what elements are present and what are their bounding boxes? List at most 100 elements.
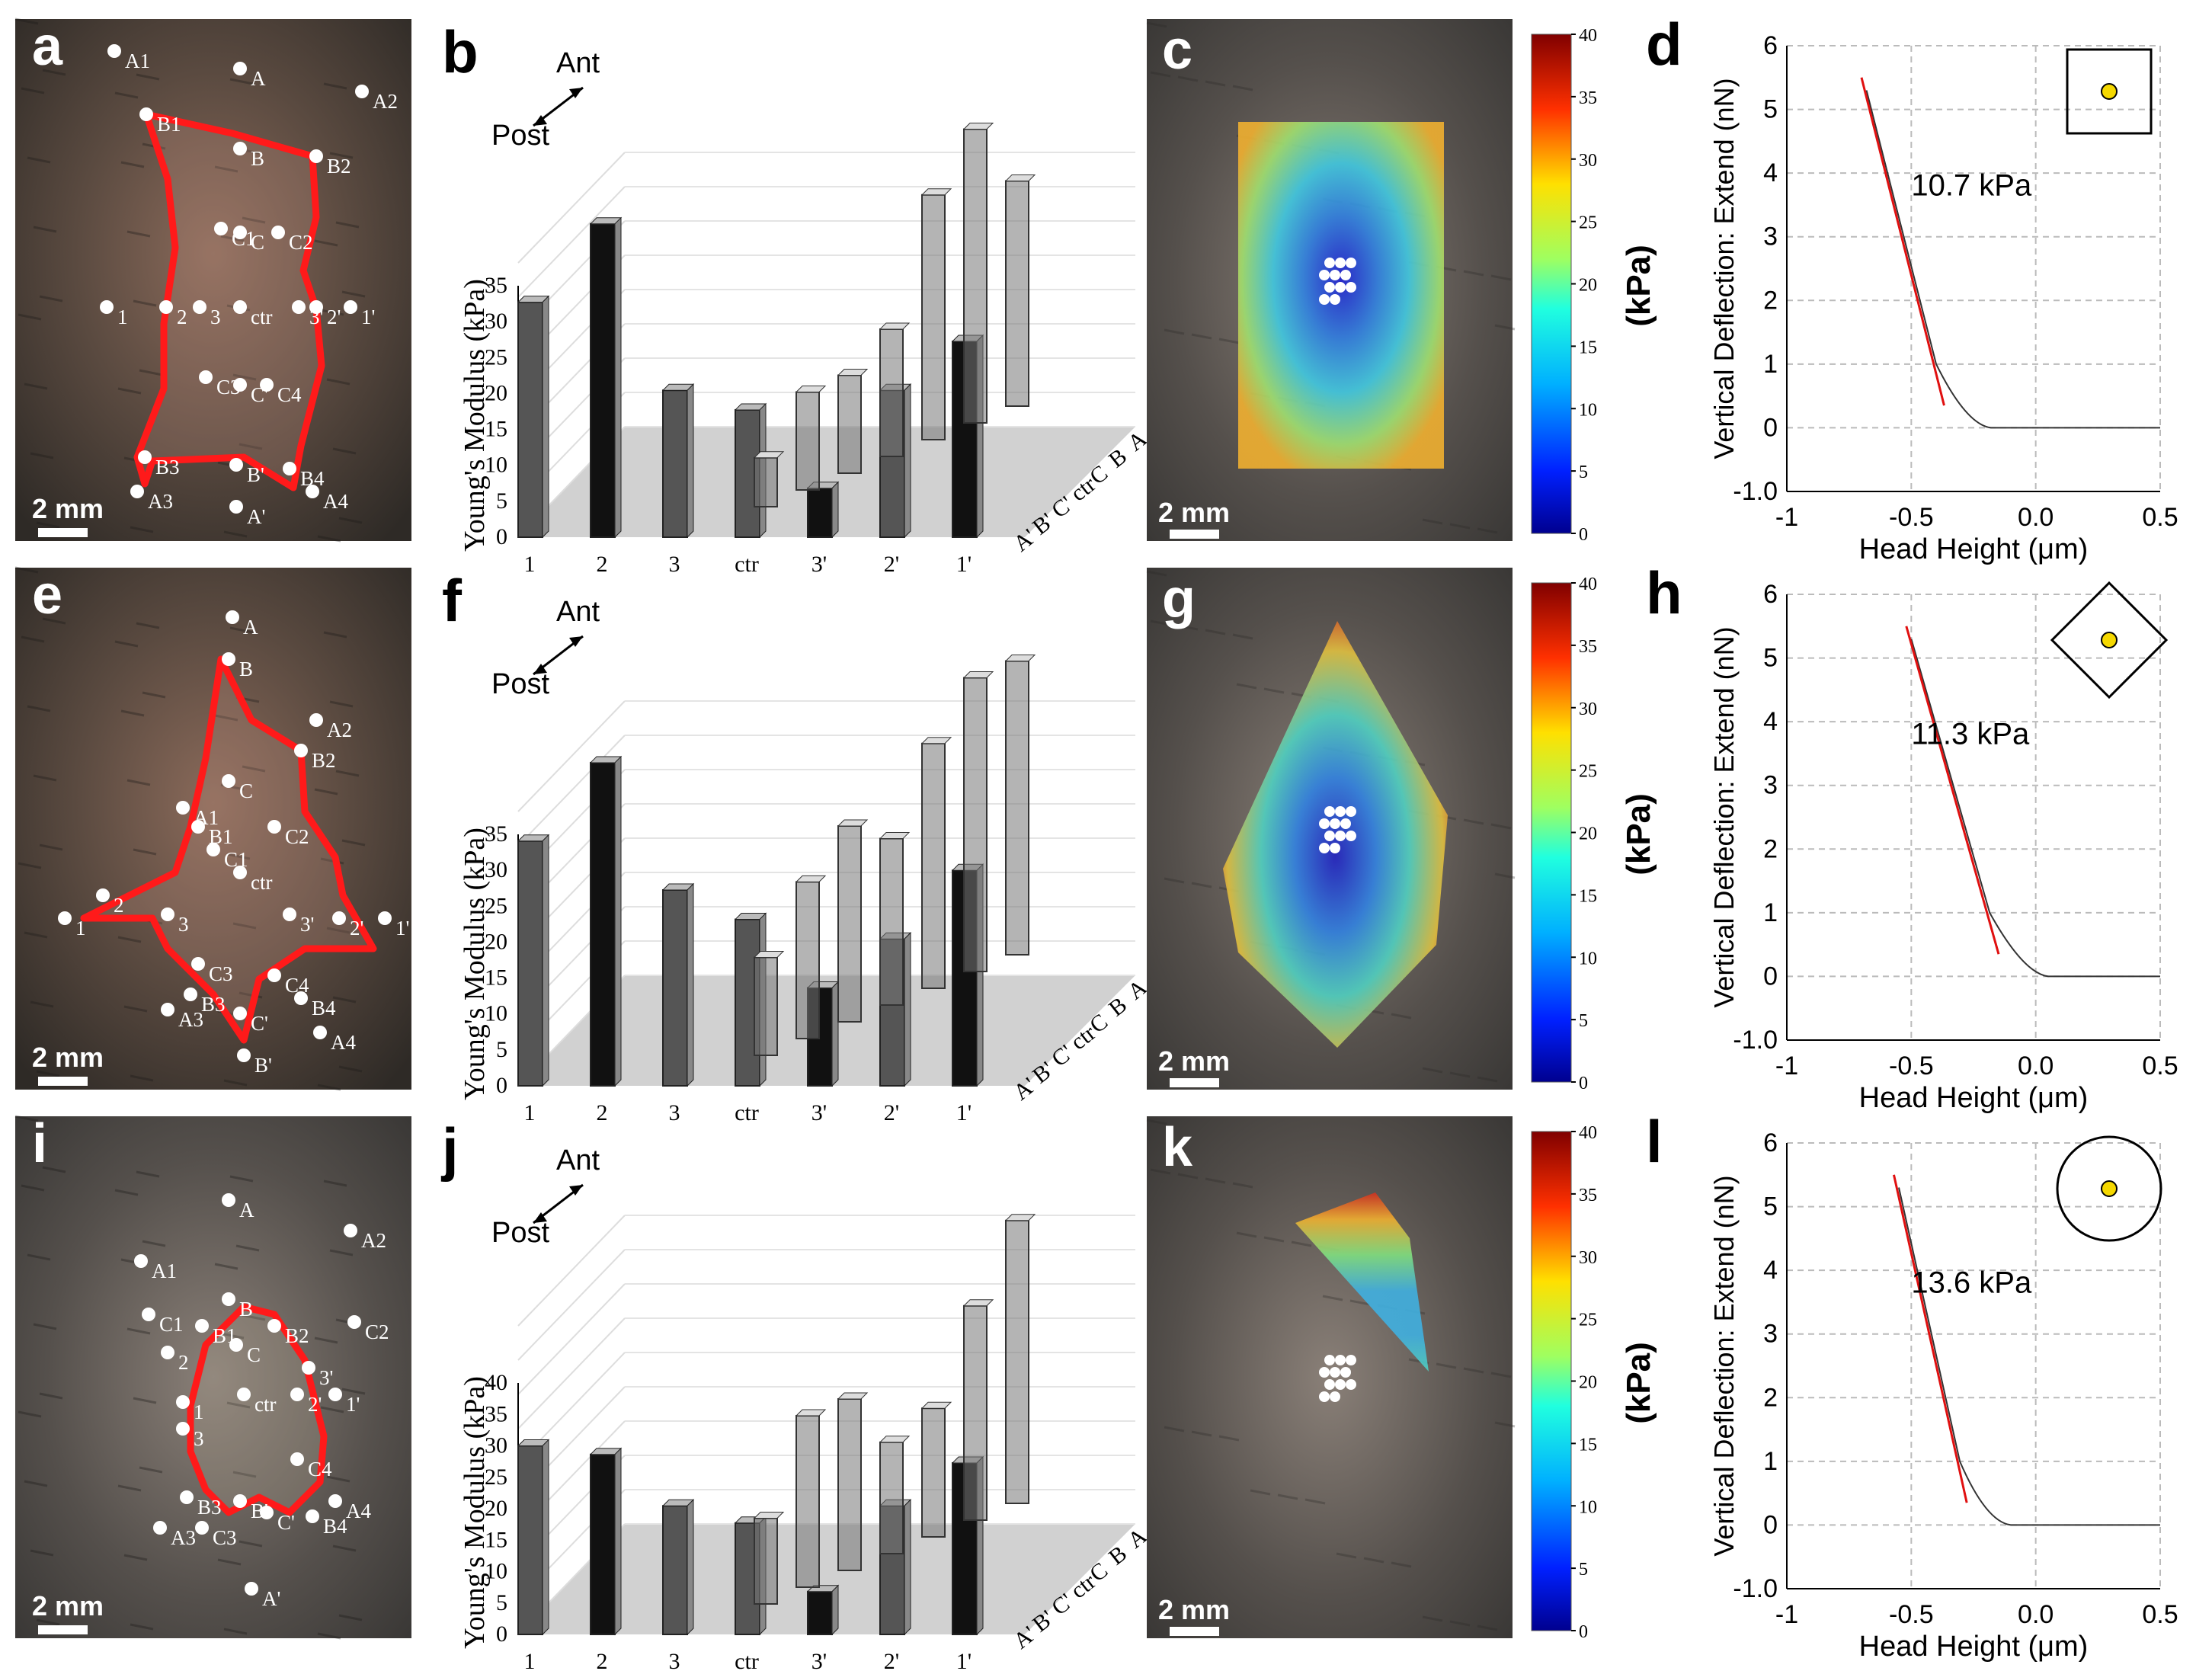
y-tick-label: 30 — [485, 309, 507, 334]
gridline — [517, 1283, 626, 1395]
fur-texture — [232, 1471, 257, 1478]
bar — [879, 328, 904, 458]
indentation-point — [1330, 1367, 1340, 1378]
fur-texture — [235, 1244, 260, 1252]
fur-texture — [142, 1240, 166, 1247]
fur-texture — [1164, 328, 1185, 335]
fur-texture — [139, 1466, 163, 1474]
measurement-point — [180, 1490, 194, 1504]
y-tick-label: 10 — [485, 1001, 507, 1026]
measurement-point-label: 1 — [75, 917, 86, 940]
measurement-point — [306, 1509, 319, 1523]
bar — [921, 1407, 946, 1538]
bar — [662, 389, 688, 538]
bar — [837, 825, 862, 1023]
measurement-point-label: 3 — [194, 1427, 204, 1450]
y-tick-label: 1 — [1763, 1447, 1778, 1476]
y-tick-label: 25 — [485, 1465, 507, 1490]
fur-texture — [1463, 270, 1484, 277]
x-tick-label: 0.5 — [2142, 503, 2178, 532]
indentation-point — [1346, 258, 1356, 268]
scale-bar — [1170, 1078, 1219, 1087]
fur-texture — [229, 78, 254, 85]
bar-top — [795, 386, 827, 392]
indentation-point — [1319, 843, 1330, 853]
measurement-point — [138, 450, 152, 464]
fur-texture — [1164, 1426, 1185, 1433]
bar — [795, 881, 820, 1039]
fur-texture — [329, 152, 354, 159]
colorbar-tick-label: 40 — [1579, 575, 1597, 594]
y-tick-label: 35 — [485, 1401, 507, 1426]
fur-texture — [1490, 274, 1512, 281]
panel-letter: d — [1646, 11, 1682, 78]
bar — [837, 1398, 862, 1571]
bar — [662, 889, 688, 1087]
fur-texture — [242, 216, 266, 224]
fur-texture — [1291, 1240, 1312, 1247]
fur-texture — [317, 1084, 341, 1091]
measurement-point-label: C2 — [285, 825, 309, 848]
measurement-point — [347, 1315, 361, 1329]
panel-letter: j — [440, 1116, 459, 1183]
measurement-point — [233, 1007, 247, 1020]
measurement-point — [283, 462, 296, 475]
colorbar-tick-label: 0 — [1579, 525, 1588, 545]
indentation-point — [1340, 818, 1351, 829]
y-tick-label: 2 — [1763, 834, 1778, 863]
y-tick-label: 5 — [1763, 95, 1778, 124]
fur-texture — [114, 1189, 139, 1196]
colorbar-tick-label: 5 — [1579, 463, 1588, 482]
fur-texture — [27, 156, 51, 164]
ant-label: Ant — [556, 596, 600, 628]
bar-top — [753, 451, 785, 459]
fur-texture — [136, 1170, 160, 1178]
measurement-point-label: B' — [254, 1054, 272, 1077]
fur-texture — [33, 226, 57, 233]
fur-texture — [326, 1475, 351, 1483]
fur-texture — [39, 844, 63, 851]
colorbar-tick-label: 20 — [1579, 276, 1597, 296]
y-tick-label: 4 — [1763, 1256, 1778, 1285]
orientation-arrow-tail — [533, 1212, 547, 1223]
panel-letter: h — [1646, 559, 1682, 626]
measurement-point — [233, 62, 247, 75]
fur-texture — [117, 387, 142, 395]
bar — [754, 956, 778, 1056]
y-tick-label: 20 — [485, 929, 507, 954]
fur-texture — [39, 1392, 63, 1400]
x-tick-label: -0.5 — [1889, 1052, 1934, 1080]
measurement-point — [191, 957, 205, 971]
fur-texture — [1490, 1372, 1512, 1378]
ant-label: Ant — [556, 1144, 600, 1176]
fur-texture — [314, 239, 338, 247]
y-tick-label: 35 — [485, 273, 507, 298]
bar — [879, 837, 904, 1006]
fur-texture — [223, 1628, 248, 1635]
force-curve — [1910, 639, 2160, 978]
gridline — [517, 186, 626, 298]
fur-texture — [1150, 71, 1171, 78]
fur-texture — [1177, 1173, 1199, 1180]
measurement-point — [294, 991, 308, 1005]
bar-top — [879, 832, 911, 840]
indentation-point — [1346, 806, 1356, 817]
ant-label: Ant — [556, 47, 600, 79]
measurement-point-label: 2' — [350, 917, 363, 940]
fur-texture — [338, 1065, 363, 1073]
fur-texture — [1304, 1498, 1326, 1505]
fur-texture — [229, 1175, 254, 1183]
bar — [807, 1590, 833, 1635]
measurement-point — [378, 911, 392, 925]
modulus-annotation: 11.3 kPa — [1911, 717, 2030, 751]
fur-texture — [1449, 523, 1471, 530]
y-axis-label: Vertical Deflection: Extend (nN) — [1708, 78, 1740, 459]
measurement-point — [229, 458, 243, 472]
fur-texture — [1263, 687, 1285, 694]
fur-texture — [1177, 75, 1199, 82]
measurement-point-label: 1 — [194, 1401, 204, 1423]
indentation-point — [1335, 1355, 1346, 1365]
fur-texture — [24, 383, 48, 390]
measurement-point — [214, 222, 228, 235]
measurement-point — [355, 85, 369, 98]
